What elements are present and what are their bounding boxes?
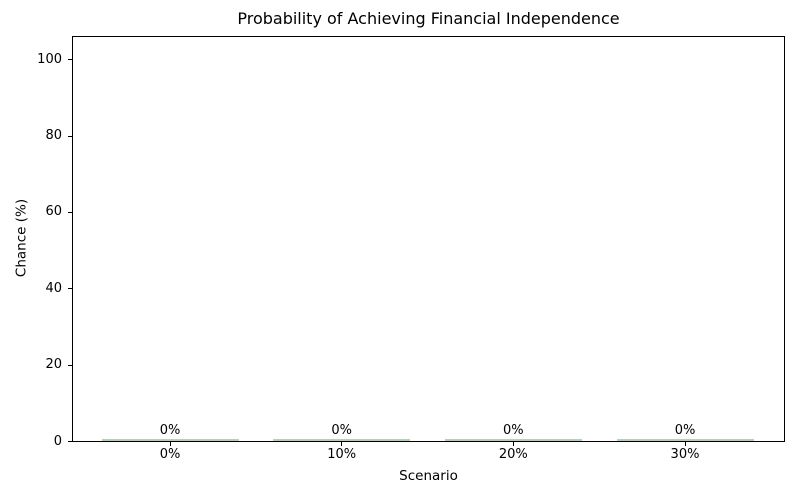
plot-area: 0% 0% 0% 0% [72,36,785,442]
bar-scenario-20pct [444,439,582,441]
y-tick-20: 20 [0,357,72,373]
y-tick-40: 40 [0,281,72,297]
chart-title: Probability of Achieving Financial Indep… [237,9,620,28]
x-tick-label: 10% [327,447,357,462]
y-tick-label: 20 [45,357,62,373]
x-tick-mark [512,442,514,446]
bar-scenario-10pct [273,439,411,441]
x-axis-label: Scenario [399,468,458,484]
bar-value-label: 0% [674,423,696,438]
y-tick-80: 80 [0,128,72,144]
y-tick-label: 80 [45,128,62,143]
y-tick-mark [68,59,72,61]
y-tick-60: 60 [0,204,72,220]
y-tick-mark [68,135,72,137]
y-tick-label: 60 [45,204,62,220]
x-tick-label: 30% [670,447,700,462]
y-tick-0: 0 [0,434,72,450]
x-tick-label: 0% [159,447,181,462]
x-tick-mark [684,442,686,446]
y-tick-label: 40 [45,280,62,296]
bar-scenario-30pct [616,439,754,441]
bar-value-label: 0% [331,423,352,438]
x-tick-label: 20% [498,447,528,462]
y-tick-mark [68,211,72,213]
y-tick-label: 100 [37,51,62,67]
bar-value-label: 0% [159,423,181,438]
bar-value-label: 0% [502,423,524,438]
y-tick-mark [68,288,72,290]
y-tick-mark [68,441,72,442]
x-tick-mark [341,442,343,446]
y-tick-100: 100 [0,52,72,68]
y-tick-label: 0 [53,433,62,449]
x-tick-mark [169,442,171,446]
y-tick-mark [68,364,72,366]
bar-scenario-0pct [101,439,239,441]
